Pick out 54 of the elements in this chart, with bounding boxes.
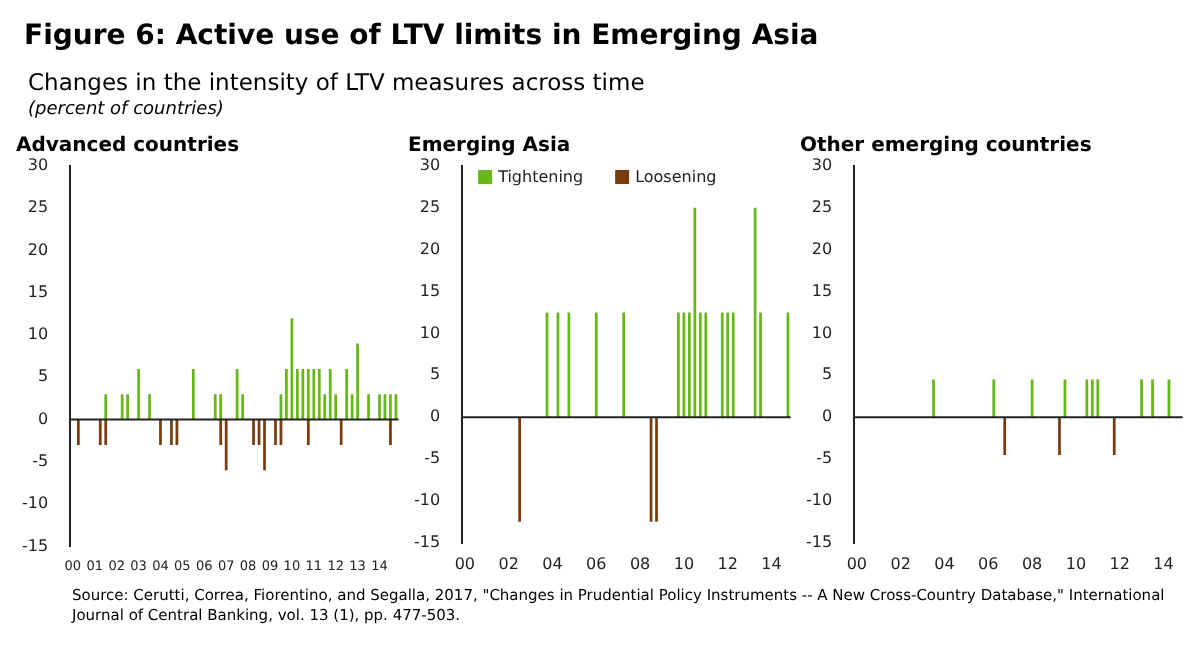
chart-title: Other emerging countries bbox=[800, 135, 1092, 158]
y-tick-label: 5 bbox=[429, 365, 441, 384]
y-tick-label: -5 bbox=[816, 449, 833, 468]
x-tick-label: 10 bbox=[1065, 554, 1087, 573]
x-tick-label: 02 bbox=[890, 554, 911, 573]
legend-label: Tightening bbox=[496, 168, 584, 187]
x-tick-label: 08 bbox=[629, 554, 651, 573]
y-tick-label: 25 bbox=[27, 198, 49, 217]
y-tick-label: -15 bbox=[21, 536, 49, 555]
y-tick-label: 5 bbox=[821, 365, 833, 384]
x-tick-label: 04 bbox=[934, 554, 955, 573]
x-tick-label: 00 bbox=[846, 554, 868, 573]
x-tick-label: 14 bbox=[761, 554, 782, 573]
y-tick-label: 15 bbox=[27, 282, 49, 301]
y-tick-label: 5 bbox=[37, 367, 49, 386]
y-tick-label: 10 bbox=[811, 323, 833, 342]
y-tick-label: 25 bbox=[811, 198, 833, 217]
y-tick-label: 0 bbox=[429, 407, 441, 426]
y-tick-label: 20 bbox=[27, 240, 49, 259]
text: Changes in the intensity of LTV measures across time bbox=[28, 66, 647, 100]
y-tick-label: 15 bbox=[811, 281, 833, 300]
y-tick-label: 10 bbox=[27, 325, 49, 344]
y-tick-label: -10 bbox=[805, 491, 833, 510]
y-tick-label: 20 bbox=[811, 239, 833, 258]
y-tick-label: 25 bbox=[419, 198, 441, 217]
text: (percent of countries) bbox=[28, 100, 226, 122]
y-tick-label: 0 bbox=[37, 409, 49, 428]
y-tick-label: 30 bbox=[27, 156, 49, 175]
text: Figure 6: Active use of LTV limits in Emerging Asia bbox=[24, 18, 821, 56]
y-tick-label: 15 bbox=[419, 281, 441, 300]
x-tick-label: 08 bbox=[1021, 554, 1043, 573]
chart-title: Advanced countries bbox=[16, 135, 240, 158]
y-tick-label: -5 bbox=[424, 449, 441, 468]
y-tick-label: 20 bbox=[419, 239, 441, 258]
chart-title: Emerging Asia bbox=[408, 135, 571, 158]
y-tick-label: 30 bbox=[419, 156, 441, 175]
x-tick-label: 00 bbox=[454, 554, 476, 573]
legend-label: Loosening bbox=[635, 168, 717, 187]
y-tick-label: -10 bbox=[21, 494, 49, 513]
x-tick-label: 06 bbox=[586, 554, 607, 573]
y-tick-label: 30 bbox=[811, 156, 833, 175]
y-tick-label: -15 bbox=[805, 532, 833, 551]
x-tick-label: 10 bbox=[673, 554, 695, 573]
y-tick-label: 0 bbox=[821, 407, 833, 426]
x-tick-label: 06 bbox=[978, 554, 999, 573]
x-tick-label: 04 bbox=[542, 554, 563, 573]
x-tick-label: 02 bbox=[498, 554, 519, 573]
y-tick-label: 10 bbox=[419, 323, 441, 342]
x-tick-label: 12 bbox=[1109, 554, 1130, 573]
x-tick-label: 14 bbox=[1153, 554, 1174, 573]
y-tick-label: -10 bbox=[413, 491, 441, 510]
y-tick-label: -5 bbox=[32, 452, 49, 471]
x-tick-label: 12 bbox=[717, 554, 738, 573]
y-tick-label: -15 bbox=[413, 532, 441, 551]
